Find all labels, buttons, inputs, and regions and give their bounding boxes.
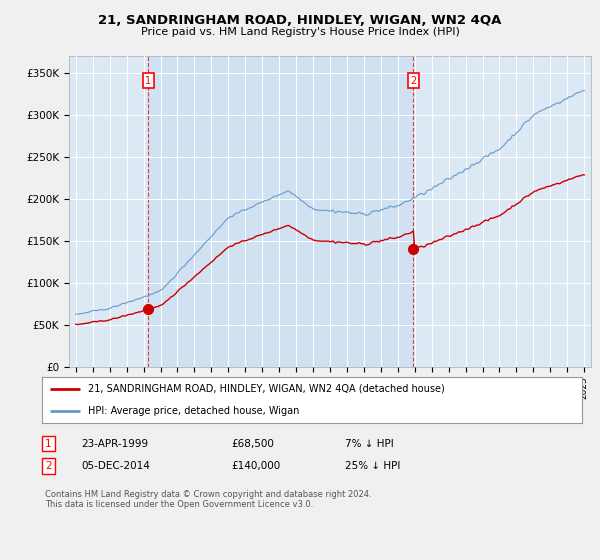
Bar <box>148 56 413 367</box>
Text: 7% ↓ HPI: 7% ↓ HPI <box>345 438 394 449</box>
Text: 21, SANDRINGHAM ROAD, HINDLEY, WIGAN, WN2 4QA: 21, SANDRINGHAM ROAD, HINDLEY, WIGAN, WN… <box>98 14 502 27</box>
Text: 05-DEC-2014: 05-DEC-2014 <box>81 461 150 471</box>
Text: £68,500: £68,500 <box>231 438 274 449</box>
Text: HPI: Average price, detached house, Wigan: HPI: Average price, detached house, Wiga… <box>88 406 299 416</box>
Text: 1: 1 <box>45 438 52 449</box>
Text: 2: 2 <box>410 76 416 86</box>
Text: Price paid vs. HM Land Registry's House Price Index (HPI): Price paid vs. HM Land Registry's House … <box>140 27 460 37</box>
Text: 25% ↓ HPI: 25% ↓ HPI <box>345 461 400 471</box>
Text: Contains HM Land Registry data © Crown copyright and database right 2024.
This d: Contains HM Land Registry data © Crown c… <box>45 490 371 510</box>
Text: 21, SANDRINGHAM ROAD, HINDLEY, WIGAN, WN2 4QA (detached house): 21, SANDRINGHAM ROAD, HINDLEY, WIGAN, WN… <box>88 384 445 394</box>
Text: £140,000: £140,000 <box>231 461 280 471</box>
Text: 23-APR-1999: 23-APR-1999 <box>81 438 148 449</box>
Text: 1: 1 <box>145 76 152 86</box>
Text: 2: 2 <box>45 461 52 471</box>
